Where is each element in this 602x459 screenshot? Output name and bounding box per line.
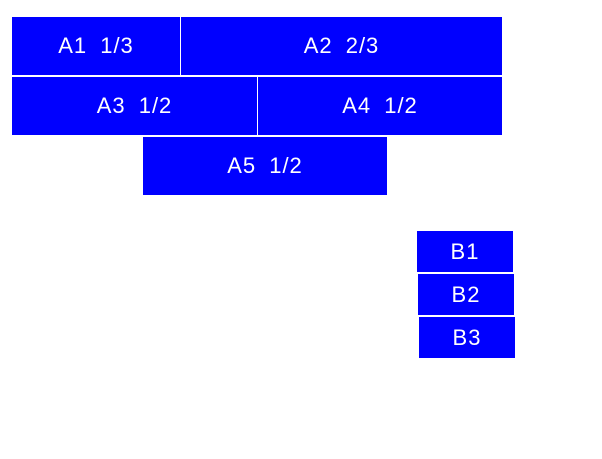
- box-a4-label: A4 1/2: [342, 93, 418, 118]
- box-a1[interactable]: A1 1/3: [12, 17, 180, 75]
- box-b1[interactable]: B1: [417, 231, 513, 272]
- box-a5-label: A5 1/2: [227, 153, 303, 178]
- box-b2-label: B2: [451, 281, 481, 307]
- box-a2-label: A2 2/3: [303, 33, 380, 58]
- box-a3-label: A3 1/2: [96, 93, 173, 118]
- box-a1-label: A1 1/3: [58, 33, 134, 58]
- box-a5[interactable]: A5 1/2: [143, 137, 387, 195]
- box-b3[interactable]: B3: [419, 317, 515, 358]
- box-a3[interactable]: A3 1/2: [12, 77, 257, 135]
- box-b1-label: B1: [450, 238, 480, 264]
- box-a2[interactable]: A2 2/3: [181, 17, 502, 75]
- box-a4[interactable]: A4 1/2: [258, 77, 502, 135]
- box-b3-label: B3: [452, 324, 482, 350]
- box-b2[interactable]: B2: [418, 274, 514, 315]
